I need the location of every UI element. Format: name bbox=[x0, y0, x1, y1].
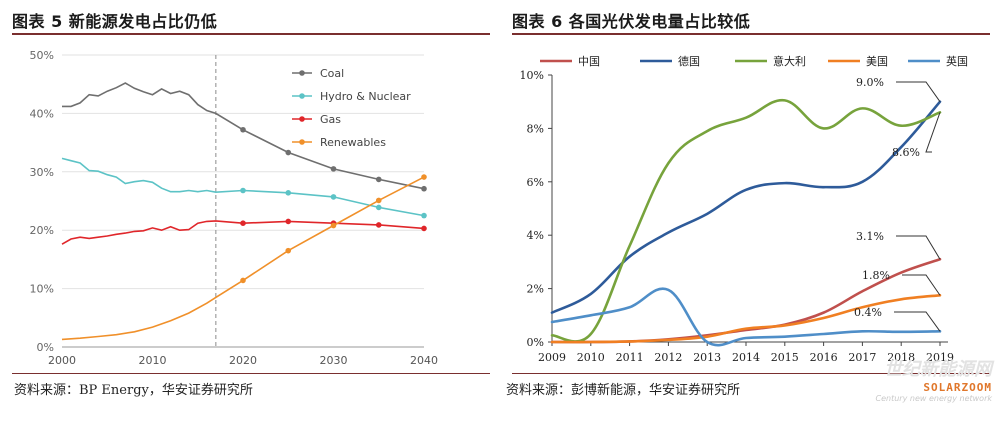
left-legend-label: Gas bbox=[320, 113, 341, 126]
right-x-tick-label: 2018 bbox=[887, 351, 915, 364]
left-y-tick-label: 50% bbox=[30, 49, 54, 62]
right-x-tick-label: 2009 bbox=[538, 351, 566, 364]
right-legend-label: 中国 bbox=[578, 55, 600, 68]
right-line-chart: 0% 2% 4% 6% 8% 10% 2009 2010 2011 2012 2013 2014 201… bbox=[520, 54, 968, 364]
right-callout-label: 8.6% bbox=[892, 146, 920, 159]
left-legend-label: Renewables bbox=[320, 136, 386, 149]
right-callout-label: 1.8% bbox=[862, 269, 890, 282]
left-series-line-gas bbox=[61, 220, 425, 245]
left-x-tick-label: 2000 bbox=[48, 354, 76, 367]
left-legend-label: Coal bbox=[320, 67, 344, 80]
left-legend-label: Hydro & Nuclear bbox=[320, 90, 411, 103]
right-source-rule bbox=[512, 373, 990, 374]
left-data-point-renewables bbox=[330, 222, 337, 229]
left-source-note: 资料来源：BP Energy，华安证券研究所 bbox=[14, 383, 253, 398]
right-callout-leader bbox=[902, 274, 941, 296]
left-series-line-renewables bbox=[61, 176, 425, 341]
left-data-point-coal bbox=[375, 176, 382, 183]
right-y-tick-label: 4% bbox=[527, 229, 544, 242]
watermark: 世纪新能源网 SOLARZOOM Century new energy netw… bbox=[876, 355, 992, 403]
right-callout-leader bbox=[896, 235, 941, 260]
left-x-tick-label: 2040 bbox=[410, 354, 438, 367]
left-line-chart: 0% 10% 20% 30% 40% 50% 2000 2010 2020 2030 2040 Coa… bbox=[30, 49, 438, 367]
right-series-line-1 bbox=[550, 100, 942, 314]
right-x-tick-label: 2013 bbox=[693, 351, 721, 364]
right-legend-label: 美国 bbox=[866, 55, 888, 68]
left-chart-title: 图表 5 新能源发电占比仍低 bbox=[12, 12, 218, 31]
right-series-line-4 bbox=[550, 287, 942, 347]
watermark-brand: SOLARZOOM bbox=[923, 381, 992, 394]
left-data-point-renewables bbox=[375, 197, 382, 204]
right-source-note: 资料来源：彭博新能源，华安证券研究所 bbox=[506, 383, 741, 398]
right-y-tick-label: 10% bbox=[520, 69, 544, 82]
right-y-tick-label: 8% bbox=[527, 122, 544, 135]
left-data-point-hydro-nuclear bbox=[285, 190, 292, 196]
left-y-tick-label: 10% bbox=[30, 283, 54, 296]
right-callout-label: 9.0% bbox=[856, 76, 884, 89]
right-callout-leader bbox=[925, 112, 941, 153]
left-y-tick-label: 30% bbox=[30, 166, 54, 179]
right-x-tick-label: 2015 bbox=[771, 351, 799, 364]
right-y-tick-label: 2% bbox=[527, 283, 544, 296]
right-legend-label: 英国 bbox=[946, 54, 968, 68]
left-data-point-renewables bbox=[240, 277, 246, 284]
left-y-tick-label: 20% bbox=[30, 224, 54, 237]
left-data-point-hydro-nuclear bbox=[421, 212, 427, 219]
left-title-rule bbox=[12, 33, 490, 35]
left-legend-marker bbox=[299, 116, 305, 122]
left-series-line-hydro-nuclear bbox=[61, 157, 425, 217]
watermark-sub: Century new energy network bbox=[875, 394, 992, 403]
right-x-tick-label: 2012 bbox=[654, 351, 682, 364]
right-x-tick-label: 2019 bbox=[926, 351, 954, 364]
left-x-tick-label: 2030 bbox=[320, 354, 348, 367]
right-series-line-2 bbox=[550, 99, 942, 343]
left-data-point-gas bbox=[375, 222, 382, 228]
right-x-tick-label: 2017 bbox=[848, 351, 876, 364]
left-data-point-gas bbox=[285, 218, 292, 225]
left-data-point-renewables bbox=[421, 174, 427, 180]
left-x-tick-label: 2010 bbox=[139, 354, 167, 367]
right-y-tick-label: 6% bbox=[527, 176, 544, 189]
right-callout-label: 0.4% bbox=[854, 306, 882, 319]
right-callout-leader bbox=[894, 311, 941, 332]
right-title-rule bbox=[512, 33, 990, 35]
right-x-tick-label: 2011 bbox=[616, 351, 644, 364]
left-data-point-coal bbox=[421, 185, 427, 192]
left-data-point-coal bbox=[240, 126, 246, 133]
left-data-point-hydro-nuclear bbox=[240, 187, 246, 194]
left-data-point-hydro-nuclear bbox=[375, 204, 382, 211]
right-x-tick-label: 2016 bbox=[810, 351, 838, 364]
left-y-tick-label: 40% bbox=[30, 107, 54, 120]
right-callout-leader bbox=[896, 81, 941, 102]
left-data-point-hydro-nuclear bbox=[330, 194, 337, 200]
left-data-point-coal bbox=[330, 166, 337, 172]
right-legend-label: 德国 bbox=[678, 54, 700, 68]
right-legend-label: 意大利 bbox=[773, 54, 806, 68]
left-data-point-gas bbox=[240, 220, 246, 226]
left-legend-marker bbox=[299, 93, 305, 99]
right-series-line-3 bbox=[550, 293, 942, 344]
left-data-point-coal bbox=[285, 149, 292, 156]
right-chart-title: 图表 6 各国光伏发电量占比较低 bbox=[512, 12, 751, 31]
left-data-point-renewables bbox=[285, 247, 292, 254]
left-legend-marker bbox=[299, 139, 305, 145]
right-x-tick-label: 2014 bbox=[732, 351, 760, 364]
left-source-rule bbox=[12, 373, 490, 374]
right-callout-label: 3.1% bbox=[856, 230, 884, 243]
left-data-point-gas bbox=[421, 225, 427, 232]
right-x-tick-label: 2010 bbox=[577, 351, 605, 364]
watermark-cn: 世纪新能源网 bbox=[884, 359, 992, 380]
right-y-tick-label: 0% bbox=[527, 336, 544, 349]
left-legend-marker bbox=[299, 70, 305, 76]
left-x-tick-label: 2020 bbox=[229, 354, 257, 367]
left-series-line-coal bbox=[62, 82, 425, 190]
left-y-tick-label: 0% bbox=[37, 341, 54, 354]
